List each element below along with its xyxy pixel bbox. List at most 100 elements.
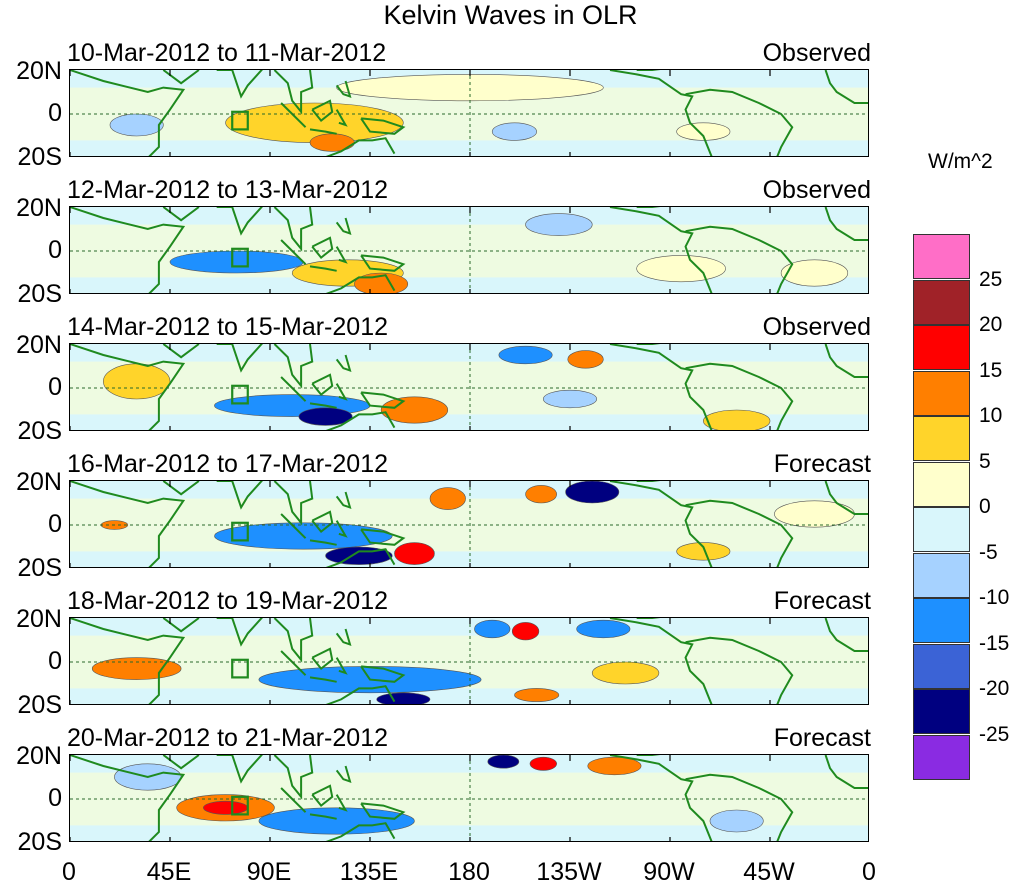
coastline	[335, 520, 348, 538]
coastline	[162, 207, 200, 222]
olr-anomaly	[169, 250, 304, 274]
olr-anomaly	[676, 542, 731, 561]
panel-5: 18-Mar-2012 to 19-Mar-2012 Forecast 20N 0…	[16, 587, 871, 719]
olr-anomaly	[780, 259, 849, 287]
lat-label-20s: 20S	[17, 143, 62, 171]
lat-label-20n: 20N	[16, 605, 62, 633]
panel-4: 16-Mar-2012 to 17-Mar-2012 Forecast 20N 0…	[16, 450, 871, 582]
coastline	[335, 246, 348, 264]
legend-label: -10	[979, 586, 1010, 609]
legend-label: -20	[979, 677, 1010, 700]
legend-swatch	[913, 279, 970, 325]
coastline	[609, 618, 713, 704]
legend-label: 15	[979, 358, 1003, 382]
coastline	[360, 665, 406, 683]
coastline	[609, 344, 713, 430]
olr-anomaly	[298, 407, 353, 426]
olr-anomaly	[429, 487, 466, 510]
olr-anomaly	[576, 619, 631, 639]
coastline	[273, 344, 314, 389]
lat-label-20s: 20S	[17, 417, 62, 445]
lat-label-eq: 0	[48, 784, 62, 812]
lon-label: 90W	[643, 858, 695, 886]
coastline	[335, 80, 352, 98]
panel-kind: Observed	[762, 313, 871, 341]
lat-label-20n: 20N	[16, 331, 62, 359]
coastline	[311, 373, 334, 396]
legend-swatch	[913, 598, 970, 643]
coastline	[335, 628, 352, 646]
olr-map	[70, 618, 868, 704]
chart-title: Kelvin Waves in OLR	[383, 0, 638, 30]
coastline	[824, 344, 868, 378]
panel-date: 18-Mar-2012 to 19-Mar-2012	[67, 587, 388, 615]
coastline	[685, 88, 794, 156]
panel-date: 20-Mar-2012 to 21-Mar-2012	[67, 724, 388, 752]
reference-box	[231, 384, 249, 405]
coastline	[609, 481, 713, 567]
olr-anomaly	[587, 756, 642, 776]
lon-label: 180	[448, 858, 490, 886]
coastline	[70, 207, 186, 293]
coastline	[685, 225, 794, 293]
lon-label: 0	[862, 858, 876, 886]
legend-swatch	[913, 325, 970, 370]
coastline	[162, 755, 200, 770]
coastline	[360, 802, 406, 820]
coastline	[70, 618, 186, 704]
coastline	[273, 618, 314, 663]
lat-label-20s: 20S	[17, 828, 62, 856]
coastline	[309, 676, 337, 683]
coastline	[325, 685, 396, 704]
olr-anomaly	[394, 542, 435, 565]
coastline	[70, 344, 186, 430]
coastline	[70, 755, 186, 841]
coastline	[325, 137, 396, 156]
olr-anomaly	[591, 661, 660, 685]
coastline	[162, 618, 200, 633]
coastline	[311, 99, 334, 122]
lat-label-eq: 0	[48, 647, 62, 675]
olr-anomaly	[565, 481, 620, 504]
olr-anomaly	[529, 756, 557, 771]
olr-anomaly	[511, 622, 540, 641]
coastline	[824, 70, 868, 104]
coastline	[685, 499, 794, 567]
olr-anomaly	[525, 213, 593, 236]
olr-map	[70, 70, 868, 156]
legend-label: 25	[979, 267, 1003, 291]
olr-anomaly	[103, 363, 171, 400]
panel-date: 14-Mar-2012 to 15-Mar-2012	[67, 313, 388, 341]
panel-6: 20-Mar-2012 to 21-Mar-2012 Forecast 20N 0…	[16, 724, 871, 856]
olr-anomaly	[380, 396, 449, 424]
reference-box	[231, 521, 249, 542]
coastline	[311, 784, 334, 807]
legend-units: W/m^2	[928, 150, 993, 173]
panel-2: 12-Mar-2012 to 13-Mar-2012 Observed 20N 0…	[16, 176, 871, 308]
reference-box	[231, 795, 249, 816]
coastline	[273, 207, 314, 252]
olr-anomaly	[474, 619, 511, 639]
olr-map	[70, 344, 868, 430]
panel-kind: Forecast	[773, 450, 871, 478]
lat-label-eq: 0	[48, 236, 62, 264]
legend-swatch	[913, 643, 970, 689]
map-frame	[69, 480, 869, 568]
coastline	[824, 481, 868, 515]
coastline	[325, 274, 396, 293]
olr-anomaly	[774, 500, 855, 528]
lat-label-20n: 20N	[16, 57, 62, 85]
coastline	[335, 217, 352, 235]
coastline	[335, 794, 348, 812]
coastline	[70, 70, 186, 156]
legend-swatch	[913, 689, 970, 734]
legend-swatch	[913, 234, 970, 279]
map-frame	[69, 617, 869, 705]
coastline	[335, 109, 348, 127]
lon-label: 135E	[339, 858, 399, 886]
olr-anomaly	[376, 692, 431, 704]
legend-swatch	[913, 734, 970, 780]
lon-label: 45E	[146, 858, 192, 886]
lat-label-eq: 0	[48, 99, 62, 127]
lon-label: 90E	[246, 858, 292, 886]
